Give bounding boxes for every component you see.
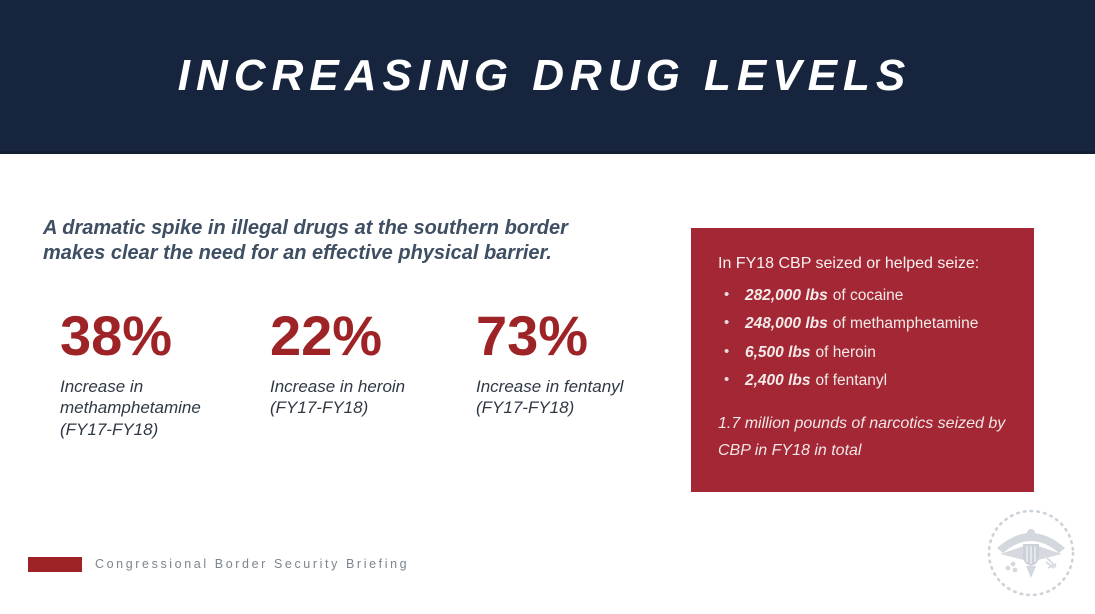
stat-value: 22% [270, 304, 383, 367]
footer-label: Congressional Border Security Briefing [95, 557, 410, 571]
subtitle: A dramatic spike in illegal drugs at the… [43, 217, 568, 264]
slide-title: INCREASING DRUG LEVELS [177, 50, 912, 100]
seizure-amount: 2,400 lbs [745, 372, 811, 390]
stat-value: 73% [476, 304, 589, 367]
seizure-amount: 248,000 lbs [745, 315, 828, 333]
seizure-box-heading: In FY18 CBP seized or helped seize: [718, 255, 980, 272]
seizure-substance: of methamphetamine [832, 315, 979, 333]
seizure-box: In FY18 CBP seized or helped seize: 282,… [691, 228, 1034, 492]
presidential-seal-icon [987, 509, 1075, 597]
footer-accent-bar [28, 557, 82, 572]
stat-methamphetamine: 38% Increase in methamphetamine (FY17-FY… [60, 308, 260, 440]
stat-value: 38% [60, 304, 173, 367]
stat-fentanyl: 73% Increase in fentanyl (FY17-FY18) [476, 308, 676, 419]
seizure-amount: 6,500 lbs [745, 343, 811, 361]
stat-heroin: 22% Increase in heroin (FY17-FY18) [270, 308, 470, 419]
stat-label: Increase in methamphetamine (FY17-FY18) [60, 377, 201, 439]
header-banner: INCREASING DRUG LEVELS [0, 0, 1095, 154]
seizure-substance: of cocaine [832, 287, 904, 304]
seizure-summary: 1.7 million pounds of narcotics seized b… [718, 414, 1006, 460]
seizure-substance: of fentanyl [815, 372, 888, 390]
seizure-substance: of heroin [815, 343, 876, 361]
seizure-amount: 282,000 lbs [745, 287, 828, 304]
stat-label: Increase in fentanyl (FY17-FY18) [476, 377, 624, 418]
stat-label: Increase in heroin (FY17-FY18) [270, 377, 406, 418]
